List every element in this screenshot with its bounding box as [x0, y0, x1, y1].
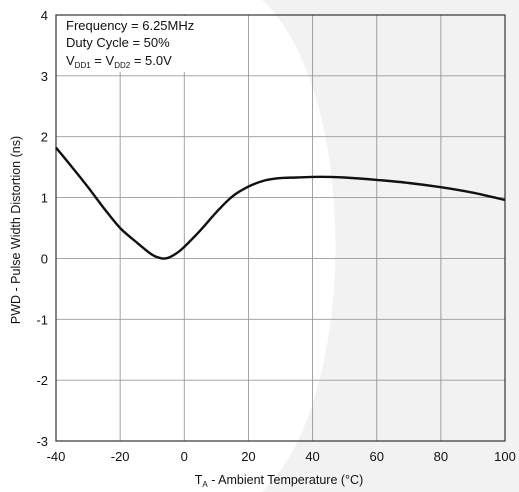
conditions-annotation: Frequency = 6.25MHz Duty Cycle = 50% VDD…	[61, 16, 221, 72]
annotation-frequency: Frequency = 6.25MHz	[66, 18, 194, 33]
y-tick-label: 2	[41, 130, 48, 145]
annotation-supply: VDD1 = VDD2 = 5.0V	[66, 53, 172, 70]
y-tick-label: 4	[41, 8, 48, 23]
x-tick-label: 100	[494, 449, 516, 464]
y-axis-title: PWD - Pulse Width Distortion (ns)	[9, 136, 23, 324]
grid	[55, 14, 506, 442]
annotation-duty-cycle: Duty Cycle = 50%	[66, 35, 170, 50]
x-tick-label: 60	[369, 449, 383, 464]
x-tick-label: 40	[305, 449, 319, 464]
y-tick-label: -2	[36, 373, 48, 388]
y-tick-label: 0	[41, 251, 48, 266]
x-tick-label: 0	[181, 449, 188, 464]
annotation-background	[61, 16, 221, 72]
plot-frame	[55, 14, 506, 442]
y-tick-label: 3	[41, 69, 48, 84]
x-tick-label: 80	[434, 449, 448, 464]
series-line-pwd	[55, 146, 506, 260]
x-tick-label: 20	[241, 449, 255, 464]
y-tick-label: 1	[41, 191, 48, 206]
x-axis-title: TA - Ambient Temperature (°C)	[195, 473, 364, 489]
watermark-arc	[262, 0, 519, 492]
y-tick-labels: -3 -2 -1 0 1 2 3 4	[36, 8, 48, 449]
y-tick-label: -1	[36, 312, 48, 327]
x-tick-labels: -40 -20 0 20 40 60 80 100	[47, 449, 516, 464]
x-tick-label: -20	[111, 449, 130, 464]
x-tick-label: -40	[47, 449, 66, 464]
y-tick-label: -3	[36, 434, 48, 449]
